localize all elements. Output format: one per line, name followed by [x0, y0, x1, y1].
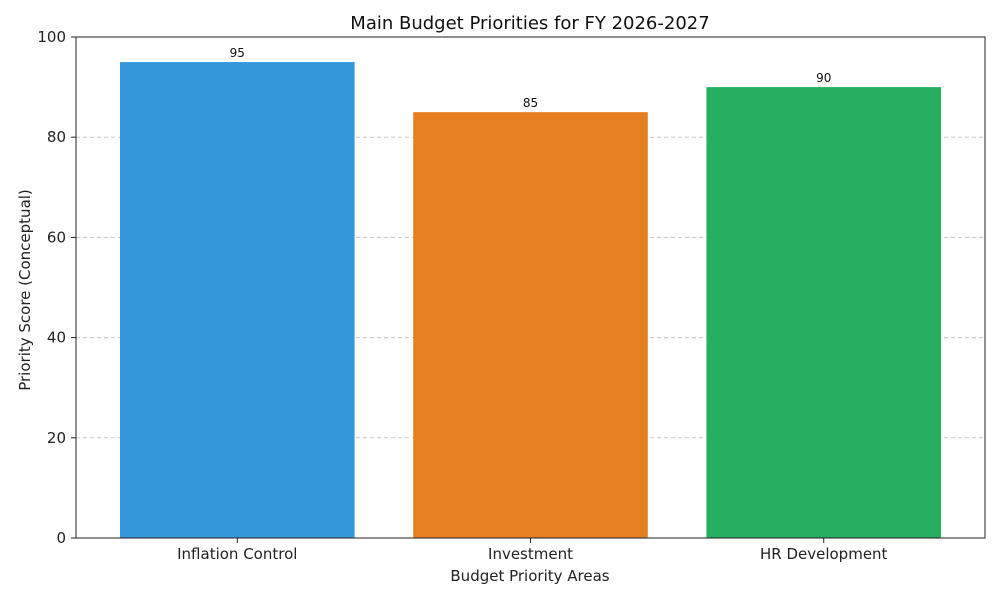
y-tick-label: 0	[56, 529, 66, 547]
x-axis-title: Budget Priority Areas	[450, 567, 609, 585]
bar-value-label: 85	[523, 96, 538, 110]
data-labels: 95 85 90	[230, 46, 832, 110]
bar	[706, 87, 942, 538]
bar-value-label: 95	[230, 46, 245, 60]
y-axis-title: Priority Score (Conceptual)	[16, 189, 34, 391]
bar-value-label: 90	[816, 71, 831, 85]
chart-title: Main Budget Priorities for FY 2026-2027	[350, 13, 709, 34]
y-tick-label: 20	[47, 429, 66, 447]
y-axis-ticks: 0 20 40 60 80 100	[37, 28, 76, 547]
y-tick-label: 40	[47, 329, 66, 347]
bar	[119, 62, 355, 539]
y-tick-label: 80	[47, 128, 66, 146]
y-tick-label: 100	[37, 28, 66, 46]
x-tick-label: Investment	[488, 545, 573, 563]
y-tick-label: 60	[47, 228, 66, 246]
bars	[119, 62, 942, 539]
bar	[413, 112, 648, 539]
x-tick-label: HR Development	[760, 545, 888, 563]
x-tick-label: Inflation Control	[177, 545, 297, 563]
x-axis-ticks: Inflation Control Investment HR Developmen…	[177, 538, 888, 563]
